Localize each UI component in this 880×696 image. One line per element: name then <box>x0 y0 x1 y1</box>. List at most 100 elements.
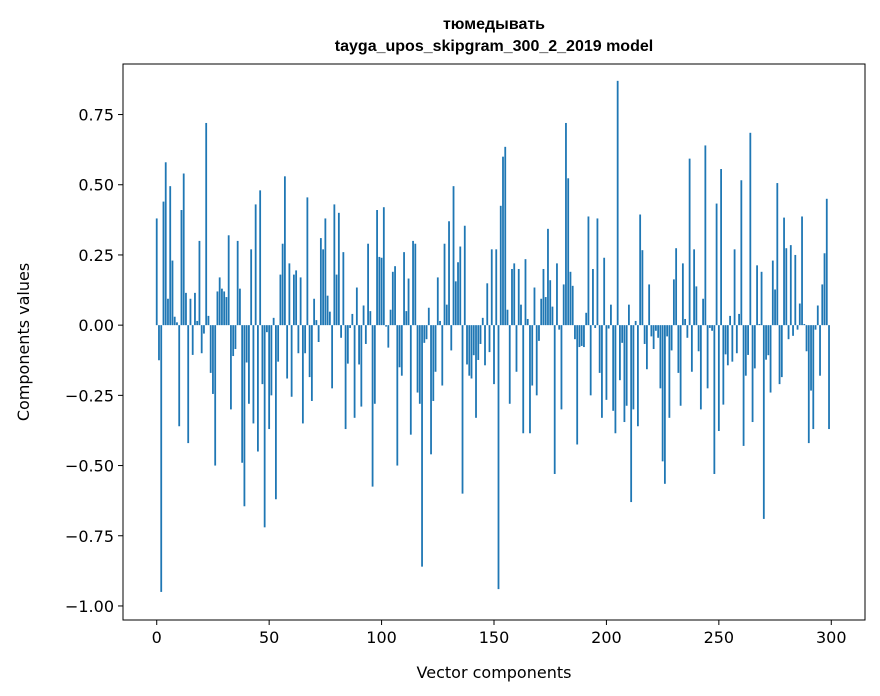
bar-139 <box>468 325 471 376</box>
bar-69 <box>310 325 313 401</box>
bar-38 <box>241 325 244 463</box>
y-tick-label: 0.50 <box>78 176 114 195</box>
bar-36 <box>236 240 239 326</box>
bar-184 <box>569 271 572 326</box>
bar-4 <box>164 162 167 326</box>
bar-194 <box>592 268 594 326</box>
bar-55 <box>279 274 282 326</box>
bar-102 <box>385 325 387 327</box>
bar-51 <box>270 325 273 396</box>
bar-123 <box>432 325 435 401</box>
bar-116 <box>416 325 419 393</box>
bar-126 <box>439 320 441 326</box>
bar-125 <box>436 277 439 326</box>
bar-207 <box>621 325 624 343</box>
bar-54 <box>277 325 280 362</box>
bar-297 <box>823 253 826 326</box>
y-tick-label: −0.25 <box>65 386 114 405</box>
bar-83 <box>342 252 345 326</box>
bar-134 <box>457 262 459 326</box>
bar-265 <box>751 325 754 423</box>
x-tick-label: 150 <box>479 628 510 647</box>
bar-91 <box>360 325 363 407</box>
bar-185 <box>571 285 574 326</box>
bar-120 <box>425 325 428 340</box>
y-axis-label: Components values <box>14 263 33 421</box>
bar-5 <box>167 298 169 326</box>
bar-45 <box>257 325 259 452</box>
bar-183 <box>567 178 570 326</box>
bar-108 <box>398 325 401 368</box>
bar-229 <box>670 325 673 351</box>
bar-195 <box>594 325 597 328</box>
bar-238 <box>690 325 693 372</box>
bar-263 <box>747 325 749 355</box>
x-tick-label: 200 <box>591 628 622 647</box>
bar-7 <box>171 260 174 326</box>
bar-165 <box>526 318 529 326</box>
bar-21 <box>203 325 205 334</box>
bar-39 <box>243 325 246 507</box>
bar-160 <box>515 325 518 372</box>
bar-93 <box>364 325 367 344</box>
bar-49 <box>266 325 268 333</box>
bar-107 <box>396 325 399 466</box>
bar-152 <box>497 325 500 590</box>
bar-140 <box>470 325 473 379</box>
bar-243 <box>702 298 705 326</box>
bar-224 <box>659 325 662 389</box>
bar-10 <box>178 325 181 427</box>
bar-221 <box>652 325 655 350</box>
bar-143 <box>477 325 480 360</box>
bar-274 <box>771 260 774 326</box>
bar-196 <box>596 218 599 326</box>
bar-135 <box>459 246 462 326</box>
bar-40 <box>245 325 248 363</box>
bar-167 <box>531 325 534 386</box>
bar-193 <box>589 325 592 396</box>
bar-35 <box>234 325 237 350</box>
x-axis-ticks: 0 50 100 150 200 250 300 <box>152 620 847 647</box>
bar-112 <box>407 278 410 326</box>
bar-182 <box>565 122 567 326</box>
bar-46 <box>259 190 262 326</box>
bar-17 <box>194 292 196 326</box>
bar-78 <box>331 325 334 389</box>
bar-148 <box>488 325 491 353</box>
bar-228 <box>668 325 671 418</box>
bar-103 <box>387 325 390 348</box>
y-tick-label: −0.75 <box>65 527 114 546</box>
bar-95 <box>369 311 372 326</box>
bar-227 <box>666 325 669 337</box>
bar-74 <box>322 249 325 326</box>
bar-177 <box>553 325 556 474</box>
y-tick-label: 0.75 <box>78 106 114 125</box>
bar-53 <box>274 325 277 500</box>
bar-110 <box>403 252 405 326</box>
bar-256 <box>731 325 734 362</box>
bar-212 <box>632 325 635 410</box>
bar-268 <box>758 324 761 326</box>
bar-261 <box>742 325 745 446</box>
bar-28 <box>218 277 221 326</box>
bar-175 <box>549 280 552 326</box>
bar-216 <box>641 250 644 326</box>
bar-250 <box>717 325 720 432</box>
bar-84 <box>344 325 347 430</box>
bar-82 <box>340 325 343 338</box>
bar-281 <box>787 325 790 340</box>
bar-104 <box>389 309 392 326</box>
bar-199 <box>603 257 606 326</box>
bar-101 <box>382 207 385 326</box>
bar-153 <box>499 205 502 326</box>
bar-64 <box>299 277 302 326</box>
bar-124 <box>434 325 437 372</box>
bar-90 <box>358 325 360 365</box>
bar-6 <box>169 186 172 326</box>
bar-235 <box>684 318 687 326</box>
bar-257 <box>733 249 736 326</box>
bar-44 <box>254 204 257 326</box>
bar-206 <box>619 325 621 381</box>
bar-180 <box>560 325 563 410</box>
